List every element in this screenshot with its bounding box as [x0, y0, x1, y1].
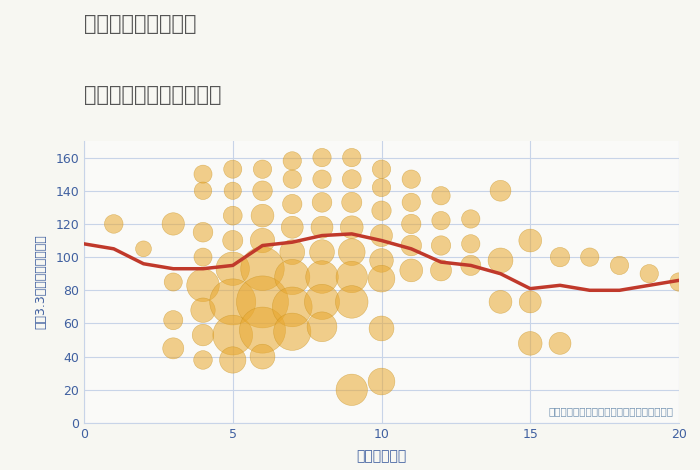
Point — [346, 154, 357, 161]
Point — [287, 224, 298, 231]
Point — [227, 165, 238, 173]
Point — [406, 199, 417, 206]
Point — [435, 266, 447, 274]
Point — [465, 215, 476, 223]
Point — [316, 248, 328, 256]
Point — [287, 200, 298, 208]
Point — [525, 237, 536, 244]
Point — [257, 298, 268, 306]
Point — [316, 298, 328, 306]
Point — [316, 323, 328, 330]
X-axis label: 駅距離（分）: 駅距離（分） — [356, 449, 407, 463]
Point — [554, 253, 566, 261]
Point — [257, 265, 268, 273]
Point — [138, 245, 149, 252]
Point — [257, 165, 268, 173]
Point — [197, 306, 209, 314]
Point — [257, 212, 268, 219]
Point — [197, 171, 209, 178]
Point — [495, 187, 506, 195]
Y-axis label: 坪（3.3㎡）単価（万円）: 坪（3.3㎡）単価（万円） — [34, 235, 47, 329]
Point — [197, 187, 209, 195]
Point — [197, 228, 209, 236]
Point — [346, 224, 357, 231]
Point — [376, 325, 387, 332]
Point — [376, 232, 387, 239]
Point — [227, 187, 238, 195]
Point — [257, 326, 268, 334]
Point — [406, 220, 417, 227]
Point — [376, 257, 387, 264]
Point — [316, 199, 328, 206]
Point — [287, 303, 298, 311]
Point — [406, 175, 417, 183]
Point — [227, 237, 238, 244]
Point — [227, 331, 238, 339]
Point — [316, 273, 328, 281]
Point — [554, 340, 566, 347]
Point — [257, 353, 268, 360]
Point — [346, 175, 357, 183]
Point — [435, 192, 447, 199]
Point — [346, 298, 357, 306]
Text: 東京都福生市福生の: 東京都福生市福生の — [84, 14, 197, 34]
Point — [287, 175, 298, 183]
Point — [227, 265, 238, 273]
Point — [465, 262, 476, 269]
Point — [495, 257, 506, 264]
Point — [197, 331, 209, 339]
Point — [525, 340, 536, 347]
Point — [257, 187, 268, 195]
Point — [435, 242, 447, 249]
Point — [316, 175, 328, 183]
Point — [465, 240, 476, 248]
Point — [227, 212, 238, 219]
Point — [168, 345, 179, 352]
Point — [376, 207, 387, 214]
Point — [346, 386, 357, 393]
Point — [108, 220, 119, 227]
Point — [316, 154, 328, 161]
Point — [346, 199, 357, 206]
Point — [197, 253, 209, 261]
Point — [614, 262, 625, 269]
Point — [287, 273, 298, 281]
Point — [673, 278, 685, 286]
Point — [227, 356, 238, 364]
Text: 円の大きさは、取引のあった物件面積を示す: 円の大きさは、取引のあった物件面積を示す — [548, 407, 673, 416]
Point — [287, 328, 298, 336]
Point — [287, 248, 298, 256]
Point — [168, 278, 179, 286]
Point — [168, 316, 179, 324]
Point — [644, 270, 655, 277]
Point — [168, 220, 179, 227]
Text: 駅距離別中古戸建て価格: 駅距離別中古戸建て価格 — [84, 85, 221, 105]
Point — [316, 224, 328, 231]
Point — [435, 217, 447, 224]
Point — [525, 298, 536, 306]
Point — [346, 273, 357, 281]
Point — [406, 242, 417, 249]
Point — [376, 378, 387, 385]
Point — [495, 298, 506, 306]
Point — [584, 253, 595, 261]
Point — [346, 248, 357, 256]
Point — [197, 356, 209, 364]
Point — [376, 165, 387, 173]
Point — [406, 266, 417, 274]
Point — [227, 298, 238, 306]
Point — [376, 184, 387, 191]
Point — [287, 157, 298, 164]
Point — [197, 282, 209, 289]
Point — [257, 237, 268, 244]
Point — [376, 275, 387, 282]
